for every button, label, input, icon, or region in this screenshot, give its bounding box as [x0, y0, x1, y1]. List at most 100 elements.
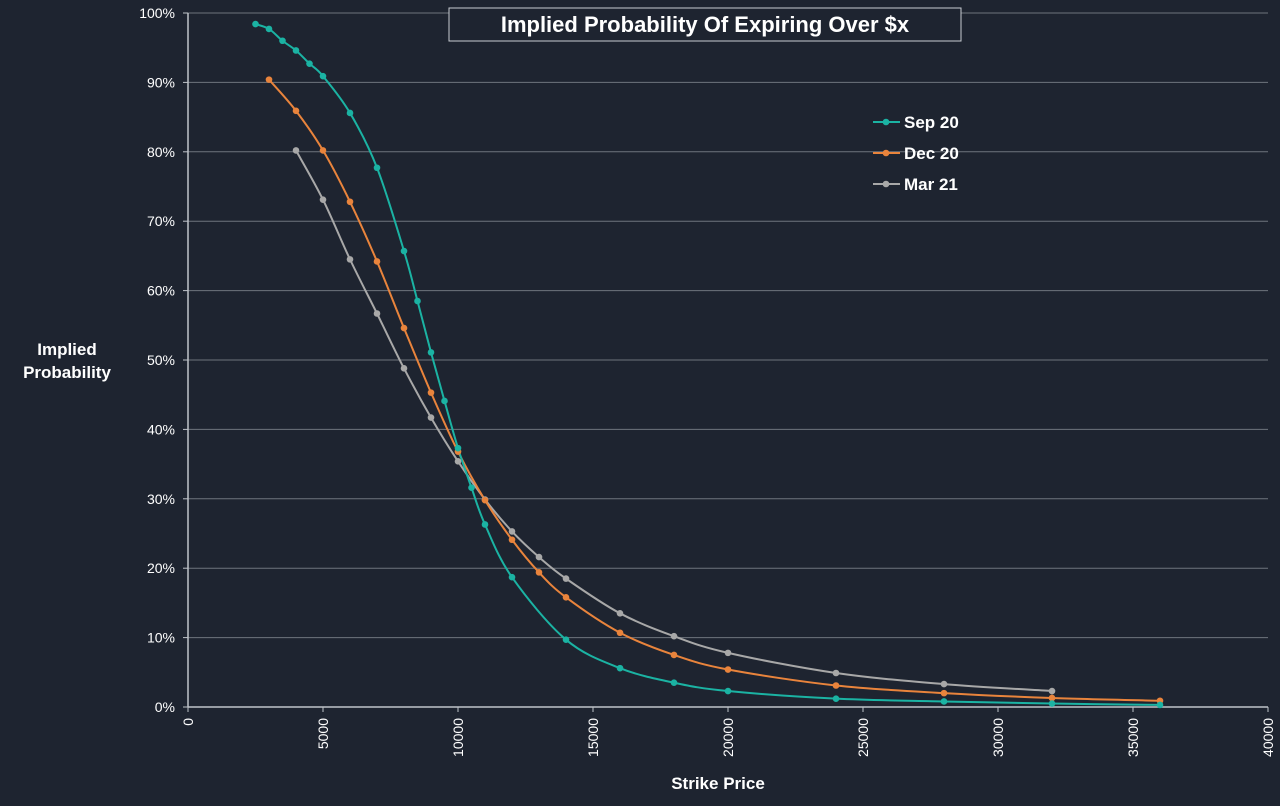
- data-point-dec-20: [346, 198, 354, 206]
- y-tick-label: 20%: [147, 560, 175, 576]
- data-point-mar-21: [832, 669, 840, 677]
- legend: Sep 20 Dec 20 Mar 21: [873, 113, 959, 194]
- data-point-mar-21: [670, 632, 678, 640]
- data-point-dec-20: [292, 107, 300, 115]
- data-point-dec-20: [670, 651, 678, 659]
- data-point-sep-20: [1156, 701, 1164, 709]
- data-point-dec-20: [427, 389, 435, 396]
- series-lines: [255, 23, 1161, 706]
- legend-label-dec-20: Dec 20: [904, 144, 959, 163]
- data-point-sep-20: [1048, 700, 1056, 707]
- data-point-mar-21: [427, 414, 435, 421]
- y-tick-label: 100%: [139, 5, 175, 21]
- chart-title: Implied Probability Of Expiring Over $x: [501, 12, 910, 37]
- data-point-sep-20: [373, 164, 381, 172]
- y-tick-label: 40%: [147, 421, 175, 437]
- y-tick-labels: 0% 10% 20% 30% 40% 50% 60% 70% 80% 90% 100%: [139, 5, 175, 715]
- data-point-sep-20: [279, 37, 286, 45]
- x-tick-label: 35000: [1125, 718, 1141, 757]
- series-points: [252, 20, 1164, 709]
- data-point-sep-20: [319, 72, 327, 80]
- series-line-sep-20: [255, 23, 1161, 706]
- data-point-sep-20: [616, 664, 624, 672]
- data-point-sep-20: [508, 573, 516, 581]
- data-point-mar-21: [373, 310, 381, 317]
- data-point-sep-20: [427, 349, 435, 356]
- data-point-mar-21: [400, 365, 408, 372]
- x-tick-label: 5000: [315, 718, 331, 749]
- data-point-sep-20: [265, 25, 273, 33]
- y-tick-label: 90%: [147, 74, 175, 90]
- data-point-dec-20: [940, 689, 948, 697]
- legend-marker-dec-20: [882, 149, 890, 157]
- data-point-dec-20: [319, 147, 327, 154]
- legend-label-sep-20: Sep 20: [904, 113, 959, 132]
- x-tick-label: 10000: [450, 718, 466, 757]
- x-tick-label: 25000: [855, 718, 871, 757]
- y-tick-label: 60%: [147, 283, 175, 299]
- data-point-mar-21: [562, 575, 570, 582]
- series-line-dec-20: [268, 78, 1161, 702]
- x-tick-label: 40000: [1260, 718, 1276, 757]
- y-tick-label: 30%: [147, 491, 175, 507]
- y-axis-title-line-1: Implied: [37, 340, 97, 359]
- data-point-sep-20: [441, 397, 448, 405]
- data-point-dec-20: [508, 536, 516, 544]
- data-point-sep-20: [468, 484, 475, 492]
- data-point-mar-21: [346, 256, 354, 263]
- data-point-mar-21: [724, 649, 732, 657]
- data-point-dec-20: [400, 324, 408, 332]
- legend-label-mar-21: Mar 21: [904, 175, 958, 194]
- x-tick-label: 15000: [585, 718, 601, 757]
- data-point-mar-21: [292, 147, 300, 154]
- data-point-sep-20: [562, 636, 570, 643]
- data-point-mar-21: [616, 610, 624, 617]
- y-axis-title-line-2: Probability: [23, 363, 111, 382]
- y-tick-label: 0%: [155, 699, 175, 715]
- y-axis-title: Implied Probability: [23, 340, 111, 382]
- data-point-sep-20: [454, 444, 462, 452]
- legend-marker-mar-21: [882, 180, 890, 188]
- data-point-dec-20: [481, 496, 489, 504]
- x-tick-label: 20000: [720, 718, 736, 757]
- data-point-mar-21: [454, 458, 462, 465]
- data-point-sep-20: [940, 698, 948, 705]
- y-tick-label: 80%: [147, 144, 175, 160]
- data-point-dec-20: [535, 569, 543, 576]
- legend-marker-sep-20: [882, 118, 890, 126]
- data-point-sep-20: [306, 60, 313, 67]
- data-point-sep-20: [670, 679, 678, 687]
- data-point-dec-20: [265, 76, 273, 83]
- y-tick-label: 10%: [147, 630, 175, 646]
- series-line-mar-21: [295, 149, 1053, 693]
- x-tick-labels: 0 5000 10000 15000 20000 25000 30000 35000 40000: [180, 718, 1276, 757]
- x-axis-title: Strike Price: [671, 774, 765, 793]
- data-point-dec-20: [373, 258, 381, 265]
- data-point-mar-21: [319, 196, 327, 203]
- data-point-dec-20: [832, 682, 840, 689]
- data-point-dec-20: [724, 666, 732, 673]
- x-tick-label: 30000: [990, 718, 1006, 757]
- data-point-sep-20: [481, 521, 489, 528]
- x-tick-label: 0: [180, 718, 196, 726]
- data-point-sep-20: [414, 297, 421, 305]
- data-point-sep-20: [832, 695, 840, 702]
- chart-title-box: Implied Probability Of Expiring Over $x: [448, 7, 962, 42]
- data-point-sep-20: [346, 109, 354, 117]
- data-point-sep-20: [724, 687, 732, 695]
- data-point-mar-21: [508, 528, 516, 535]
- data-point-sep-20: [292, 47, 300, 54]
- data-point-sep-20: [252, 20, 259, 28]
- gridlines: [183, 12, 1269, 712]
- y-tick-label: 50%: [147, 352, 175, 368]
- data-point-sep-20: [400, 247, 408, 255]
- data-point-dec-20: [1048, 694, 1056, 702]
- data-point-dec-20: [562, 594, 570, 601]
- y-tick-label: 70%: [147, 213, 175, 229]
- chart-title-frame: [448, 7, 962, 42]
- axes: [187, 13, 1268, 708]
- data-point-mar-21: [940, 680, 948, 688]
- data-point-mar-21: [535, 553, 543, 561]
- data-point-mar-21: [1048, 687, 1056, 695]
